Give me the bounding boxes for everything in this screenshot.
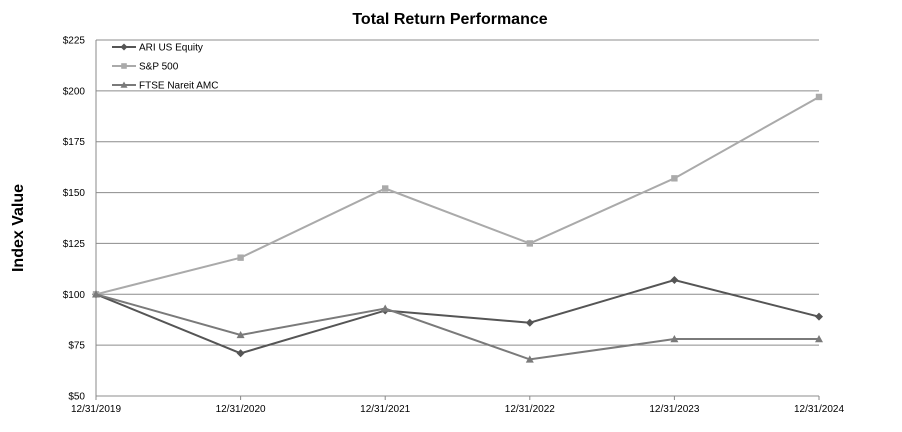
x-tick-label: 12/31/2023 (649, 404, 699, 415)
legend-marker (120, 43, 128, 51)
data-point (525, 318, 534, 327)
data-point (236, 349, 245, 358)
y-axis-label: Index Value (10, 184, 27, 272)
series-line (95, 279, 820, 355)
series-s-p-500 (92, 93, 823, 298)
legend-label: FTSE Nareit AMC (139, 81, 218, 92)
legend-marker (121, 63, 127, 69)
data-point (815, 93, 823, 101)
x-tick-label: 12/31/2021 (360, 404, 410, 415)
x-tick-label: 12/31/2020 (216, 404, 266, 415)
data-point (670, 335, 679, 343)
legend: ARI US Equity S&P 500 FTSE Nareit AMC (112, 43, 218, 92)
data-point (382, 185, 389, 192)
y-tick-label: $225 (63, 36, 86, 47)
data-point (671, 175, 678, 182)
legend-item: FTSE Nareit AMC (112, 81, 218, 92)
legend-item: ARI US Equity (112, 43, 203, 54)
series-ftse-nareit-amc (92, 290, 823, 363)
legend-marker (120, 81, 128, 88)
data-point (525, 355, 534, 363)
y-tick-label: $200 (63, 86, 86, 97)
data-point (236, 330, 245, 339)
series-line (95, 96, 820, 296)
legend-item: S&P 500 (112, 62, 179, 73)
x-axis-ticks: 12/31/2019 12/31/2020 12/31/2021 12/31/2022… (71, 396, 844, 415)
data-point (526, 240, 533, 247)
data-point (381, 304, 390, 312)
legend-label: S&P 500 (139, 62, 179, 73)
x-tick-label: 12/31/2024 (794, 404, 844, 415)
x-tick-label: 12/31/2019 (71, 404, 121, 415)
y-tick-label: $75 (68, 341, 85, 352)
data-point (815, 312, 823, 321)
gridlines (96, 39, 819, 397)
data-point (670, 276, 679, 285)
y-tick-label: $175 (63, 137, 86, 148)
y-tick-label: $50 (68, 392, 85, 403)
data-point (237, 254, 244, 261)
x-tick-label: 12/31/2022 (505, 404, 555, 415)
y-tick-label: $100 (63, 290, 86, 301)
series-group (92, 93, 823, 363)
data-point (92, 290, 100, 298)
chart-title: Total Return Performance (352, 11, 547, 28)
y-tick-label: $150 (63, 188, 86, 199)
y-tick-label: $125 (63, 239, 86, 250)
y-axis-ticks: $50 $75 $100 $125 $150 $175 $200 $225 (63, 36, 86, 403)
series-line (95, 293, 819, 361)
legend-label: ARI US Equity (139, 43, 203, 54)
data-point (815, 335, 823, 343)
